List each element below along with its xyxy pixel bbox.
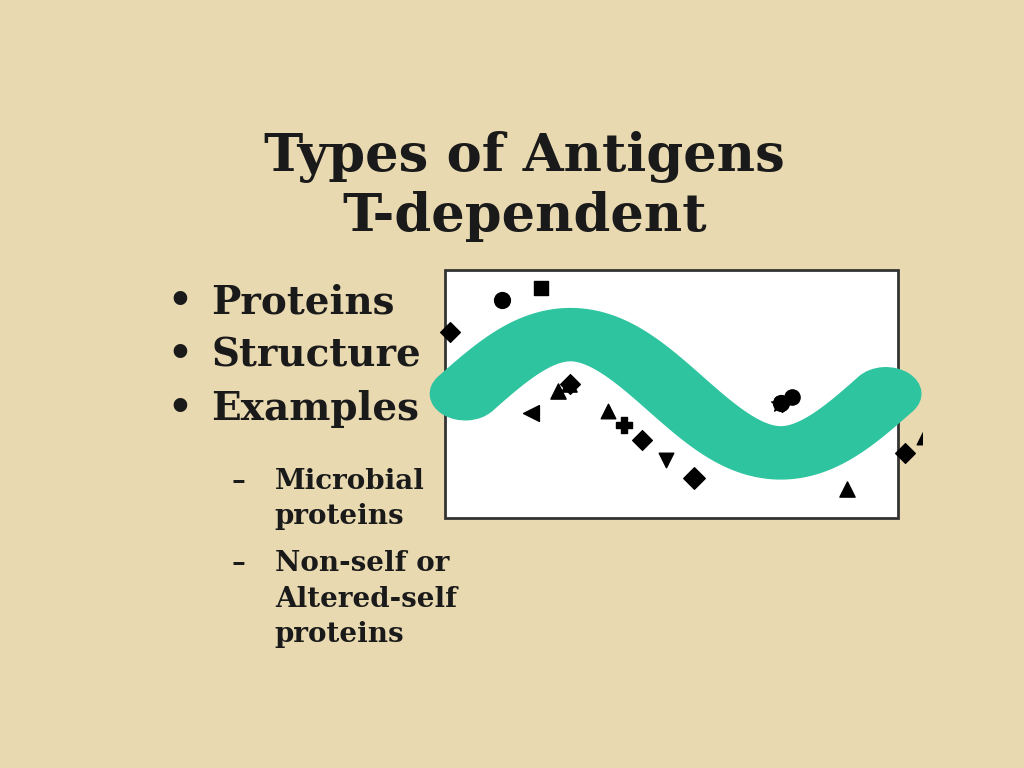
Text: Proteins: Proteins <box>211 283 395 321</box>
Point <box>494 293 510 306</box>
Text: Non-self or
Altered-self
proteins: Non-self or Altered-self proteins <box>274 551 457 648</box>
Wedge shape <box>430 377 492 420</box>
Text: •: • <box>168 336 193 374</box>
Point <box>774 397 791 409</box>
Point <box>657 454 674 466</box>
Text: Structure: Structure <box>211 336 421 374</box>
Point <box>915 431 932 443</box>
Point <box>783 391 800 403</box>
Point <box>771 397 787 409</box>
Point <box>441 326 458 339</box>
Point <box>522 406 539 419</box>
Point <box>550 385 566 397</box>
Text: •: • <box>168 389 193 428</box>
Polygon shape <box>438 309 912 479</box>
Text: Microbial
proteins: Microbial proteins <box>274 468 425 530</box>
Point <box>532 282 549 294</box>
Point <box>634 434 650 446</box>
Point <box>897 447 913 459</box>
Point <box>616 419 633 431</box>
Text: Types of Antigens: Types of Antigens <box>264 131 785 184</box>
Point <box>600 405 616 417</box>
Text: T-dependent: T-dependent <box>342 190 708 242</box>
Point <box>839 482 855 495</box>
Point <box>561 378 578 390</box>
Point <box>685 472 701 485</box>
Point <box>773 397 790 409</box>
Text: •: • <box>168 283 193 321</box>
FancyBboxPatch shape <box>445 270 898 518</box>
Text: –: – <box>231 551 245 578</box>
Text: Examples: Examples <box>211 389 420 428</box>
Text: –: – <box>231 468 245 495</box>
Wedge shape <box>859 368 921 411</box>
Point <box>561 378 578 390</box>
